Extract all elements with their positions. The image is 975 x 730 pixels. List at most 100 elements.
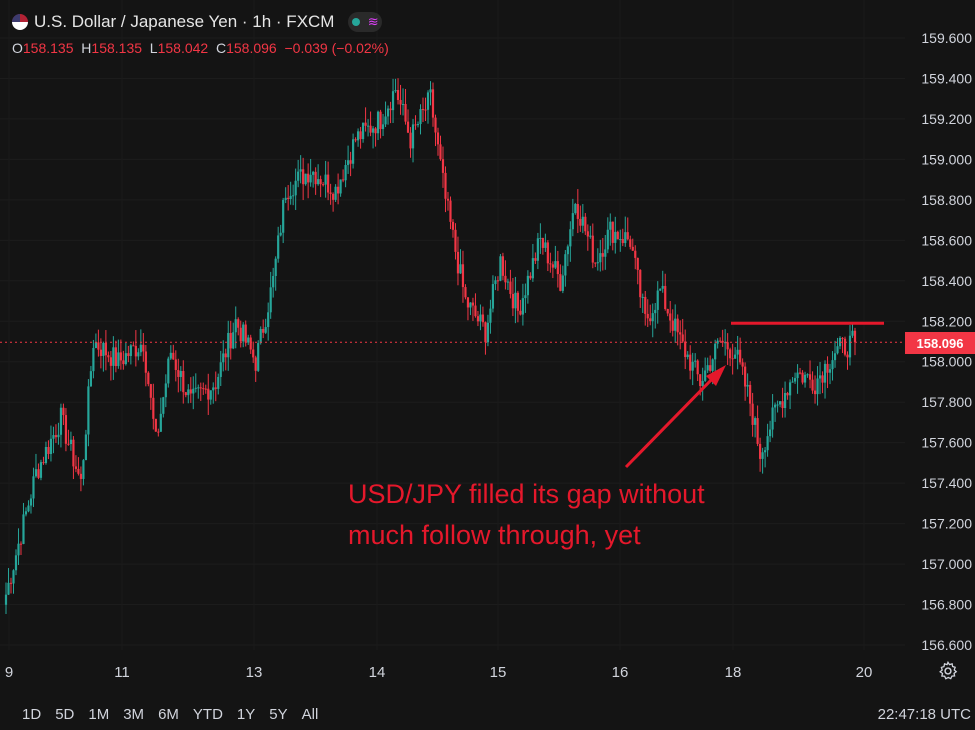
candle-body (239, 327, 242, 342)
candle-body (249, 337, 252, 350)
candle-body (389, 108, 392, 111)
time-tick-label: 13 (246, 664, 263, 681)
candle-body (823, 363, 827, 383)
range-button-5d[interactable]: 5D (55, 706, 75, 723)
candle-body (374, 128, 377, 134)
candle-body (64, 415, 68, 444)
candle-body (764, 450, 767, 453)
candle-body (806, 374, 809, 376)
candle-body (189, 389, 192, 394)
price-chart[interactable]: USD/JPY filled its gap without much foll… (0, 0, 975, 700)
candle-body (244, 324, 247, 343)
candle-body (4, 594, 8, 605)
candle-body (364, 122, 367, 126)
candle-body (84, 434, 88, 461)
candle-body (686, 354, 689, 358)
symbol-title[interactable]: U.S. Dollar / Japanese Yen · 1h · FXCM (34, 12, 335, 31)
candle-body (429, 89, 432, 93)
range-button-1y[interactable]: 1Y (236, 706, 256, 723)
range-button-3m[interactable]: 3M (123, 706, 145, 723)
candle-body (484, 322, 487, 343)
candle-body (287, 197, 290, 199)
candle-body (369, 125, 372, 133)
candle-body (436, 132, 440, 145)
candle-body (416, 124, 420, 126)
chart-grid (0, 0, 905, 650)
candle-body (539, 237, 542, 239)
candle-body (481, 314, 485, 323)
candle-body (661, 285, 664, 289)
range-button-1d[interactable]: 1D (22, 706, 42, 723)
candle-body (212, 387, 215, 391)
price-tick-label: 157.600 (921, 435, 972, 451)
candle-body (684, 341, 687, 358)
candle-body (541, 237, 544, 248)
candle-body (639, 269, 642, 298)
candle-body (853, 330, 857, 343)
candle-body (828, 369, 832, 373)
candle-body (424, 109, 427, 111)
candle-body (796, 372, 799, 379)
time-tick-label: 11 (114, 664, 130, 681)
candle-body (351, 139, 355, 164)
candle-body (621, 239, 624, 244)
candle-body (217, 376, 220, 389)
candle-body (232, 332, 235, 349)
open-value: 158.135 (22, 40, 74, 56)
settings-gear-icon[interactable] (937, 660, 959, 682)
range-button-6m[interactable]: 6M (158, 706, 179, 723)
low-value: 158.042 (157, 40, 209, 56)
candle-body (594, 262, 597, 264)
candle-body (576, 203, 579, 219)
candle-body (327, 174, 330, 193)
symbol-legend: U.S. Dollar / Japanese Yen · 1h · FXCM ≋ (12, 12, 383, 32)
price-tick-label: 158.400 (921, 273, 972, 289)
range-button-1m[interactable]: 1M (88, 706, 110, 723)
candle-body (616, 231, 619, 240)
candle-body (117, 352, 120, 367)
candle-body (304, 173, 307, 185)
range-button-all[interactable]: All (301, 706, 319, 723)
price-tick-label: 158.800 (921, 192, 972, 208)
candle-body (356, 131, 360, 141)
candle-body (556, 261, 559, 275)
candle-body (77, 468, 80, 474)
candle-body (272, 275, 275, 288)
candle-body (227, 332, 230, 358)
candle-body (524, 295, 527, 299)
candle-body (169, 352, 172, 359)
candle-body (469, 302, 472, 308)
candle-body (197, 387, 200, 389)
price-axis[interactable]: 159.600 159.400 159.200 159.000 158.800 158.6… (921, 30, 972, 653)
candle-body (262, 328, 265, 333)
candle-body (102, 342, 105, 356)
candle-body (609, 221, 612, 230)
candle-body (47, 446, 50, 455)
annotation-arrow (624, 365, 726, 469)
candle-body (29, 498, 33, 506)
range-button-ytd[interactable]: YTD (192, 706, 223, 723)
candle-body (312, 171, 315, 175)
candle-body (294, 180, 297, 196)
time-tick-label: 16 (612, 664, 629, 681)
candle-body (359, 131, 362, 140)
candle-body (114, 347, 117, 367)
range-button-5y[interactable]: 5Y (269, 706, 288, 723)
candle-body (506, 281, 510, 283)
price-tick-label: 159.600 (921, 30, 972, 46)
time-axis[interactable]: 9 11 13 14 15 16 18 20 (5, 664, 873, 681)
candle-body (751, 403, 754, 425)
candle-body (399, 99, 402, 105)
market-status-toggle[interactable]: ≋ (348, 12, 383, 32)
candle-body (139, 344, 142, 353)
candle-body (44, 446, 48, 464)
candle-body (701, 380, 704, 387)
candle-body (386, 108, 390, 117)
candle-body (411, 124, 415, 149)
candle-body (619, 239, 622, 241)
candle-body (401, 104, 405, 106)
candle-body (431, 89, 435, 118)
wave-icon: ≋ (367, 14, 379, 29)
candle-body (187, 389, 190, 396)
candle-body (564, 254, 567, 276)
